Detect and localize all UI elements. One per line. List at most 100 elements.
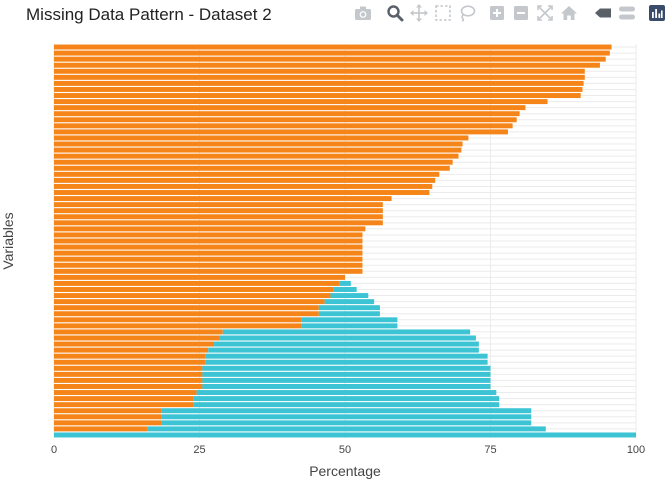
bar-present[interactable] bbox=[205, 359, 488, 365]
bar-present[interactable] bbox=[208, 347, 479, 353]
bar-missing[interactable] bbox=[54, 420, 162, 426]
bar-missing[interactable] bbox=[54, 232, 363, 238]
bar-present[interactable] bbox=[161, 420, 532, 426]
bar-missing[interactable] bbox=[54, 80, 584, 86]
autoscale-button[interactable] bbox=[536, 4, 554, 22]
bar-missing[interactable] bbox=[54, 99, 548, 105]
bar-missing[interactable] bbox=[54, 129, 508, 135]
bar-missing[interactable] bbox=[54, 396, 194, 402]
bar-present[interactable] bbox=[196, 390, 497, 396]
bar-present[interactable] bbox=[202, 377, 491, 383]
bar-present[interactable] bbox=[54, 432, 636, 438]
bar-missing[interactable] bbox=[54, 153, 459, 159]
bar-missing[interactable] bbox=[54, 56, 606, 62]
bar-present[interactable] bbox=[333, 287, 357, 292]
bar-present[interactable] bbox=[339, 280, 351, 286]
bar-missing[interactable] bbox=[54, 268, 363, 274]
zoom-button[interactable] bbox=[386, 4, 404, 22]
bar-missing[interactable] bbox=[54, 347, 209, 353]
bar-missing[interactable] bbox=[54, 341, 215, 347]
bar-missing[interactable] bbox=[54, 244, 363, 250]
bar-present[interactable] bbox=[202, 371, 491, 377]
bar-present[interactable] bbox=[301, 323, 398, 329]
bar-missing[interactable] bbox=[54, 299, 325, 305]
bar-missing[interactable] bbox=[54, 135, 469, 141]
bar-missing[interactable] bbox=[54, 359, 206, 365]
bar-missing[interactable] bbox=[54, 62, 600, 68]
bar-present[interactable] bbox=[324, 299, 375, 305]
bar-missing[interactable] bbox=[54, 177, 436, 183]
bar-missing[interactable] bbox=[54, 202, 383, 208]
bar-missing[interactable] bbox=[54, 183, 433, 189]
bar-missing[interactable] bbox=[54, 44, 612, 50]
bar-present[interactable] bbox=[330, 293, 369, 299]
bar-missing[interactable] bbox=[54, 165, 450, 171]
bar-missing[interactable] bbox=[54, 293, 331, 299]
bar-missing[interactable] bbox=[54, 383, 203, 389]
toggle-spike-lines-button[interactable] bbox=[594, 4, 612, 22]
bar-missing[interactable] bbox=[54, 353, 206, 359]
bar-missing[interactable] bbox=[54, 262, 363, 268]
bar-missing[interactable] bbox=[54, 371, 203, 377]
download-plot-button[interactable] bbox=[354, 4, 372, 22]
bar-missing[interactable] bbox=[54, 414, 162, 420]
bar-missing[interactable] bbox=[54, 86, 583, 92]
bar-missing[interactable] bbox=[54, 335, 220, 341]
bar-present[interactable] bbox=[222, 329, 471, 335]
bar-missing[interactable] bbox=[54, 323, 302, 329]
bars-layer[interactable] bbox=[54, 44, 636, 438]
bar-missing[interactable] bbox=[54, 226, 366, 232]
bar-present[interactable] bbox=[214, 341, 479, 347]
bar-missing[interactable] bbox=[54, 365, 203, 371]
bar-missing[interactable] bbox=[54, 305, 319, 311]
bar-missing[interactable] bbox=[54, 171, 440, 177]
bar-missing[interactable] bbox=[54, 141, 463, 147]
bar-missing[interactable] bbox=[54, 280, 340, 286]
bar-present[interactable] bbox=[318, 305, 380, 311]
bar-missing[interactable] bbox=[54, 317, 302, 323]
bar-present[interactable] bbox=[219, 335, 476, 341]
zoom-out-button[interactable] bbox=[512, 4, 530, 22]
box-select-button[interactable] bbox=[434, 4, 452, 22]
bar-missing[interactable] bbox=[54, 105, 526, 111]
bar-missing[interactable] bbox=[54, 250, 363, 256]
bar-missing[interactable] bbox=[54, 287, 334, 292]
bar-missing[interactable] bbox=[54, 147, 462, 153]
bar-missing[interactable] bbox=[54, 329, 223, 335]
bar-missing[interactable] bbox=[54, 159, 453, 165]
bar-missing[interactable] bbox=[54, 208, 383, 214]
bar-missing[interactable] bbox=[54, 390, 197, 396]
reset-axes-button[interactable] bbox=[560, 4, 578, 22]
bar-missing[interactable] bbox=[54, 117, 517, 123]
bar-present[interactable] bbox=[202, 383, 491, 389]
bar-present[interactable] bbox=[193, 402, 500, 408]
bar-missing[interactable] bbox=[54, 402, 194, 408]
bar-present[interactable] bbox=[161, 408, 532, 414]
bar-missing[interactable] bbox=[54, 190, 430, 195]
bar-present[interactable] bbox=[205, 353, 488, 359]
bar-missing[interactable] bbox=[54, 196, 392, 202]
zoom-in-button[interactable] bbox=[488, 4, 506, 22]
bar-missing[interactable] bbox=[54, 68, 585, 74]
pan-button[interactable] bbox=[410, 4, 428, 22]
bar-missing[interactable] bbox=[54, 214, 383, 220]
bar-missing[interactable] bbox=[54, 238, 363, 244]
bar-missing[interactable] bbox=[54, 377, 203, 383]
bar-missing[interactable] bbox=[54, 220, 383, 226]
bar-present[interactable] bbox=[161, 414, 532, 420]
bar-missing[interactable] bbox=[54, 408, 162, 414]
bar-missing[interactable] bbox=[54, 123, 513, 129]
bar-present[interactable] bbox=[193, 396, 500, 402]
lasso-select-button[interactable] bbox=[458, 4, 476, 22]
bar-present[interactable] bbox=[202, 365, 491, 371]
bar-missing[interactable] bbox=[54, 93, 581, 99]
bar-missing[interactable] bbox=[54, 426, 148, 432]
bar-missing[interactable] bbox=[54, 274, 345, 280]
bar-present[interactable] bbox=[318, 311, 380, 317]
compare-hover-button[interactable] bbox=[618, 4, 636, 22]
bar-missing[interactable] bbox=[54, 111, 520, 117]
bar-missing[interactable] bbox=[54, 311, 319, 317]
bar-missing[interactable] bbox=[54, 74, 585, 80]
bar-present[interactable] bbox=[147, 426, 546, 432]
bar-missing[interactable] bbox=[54, 256, 363, 262]
